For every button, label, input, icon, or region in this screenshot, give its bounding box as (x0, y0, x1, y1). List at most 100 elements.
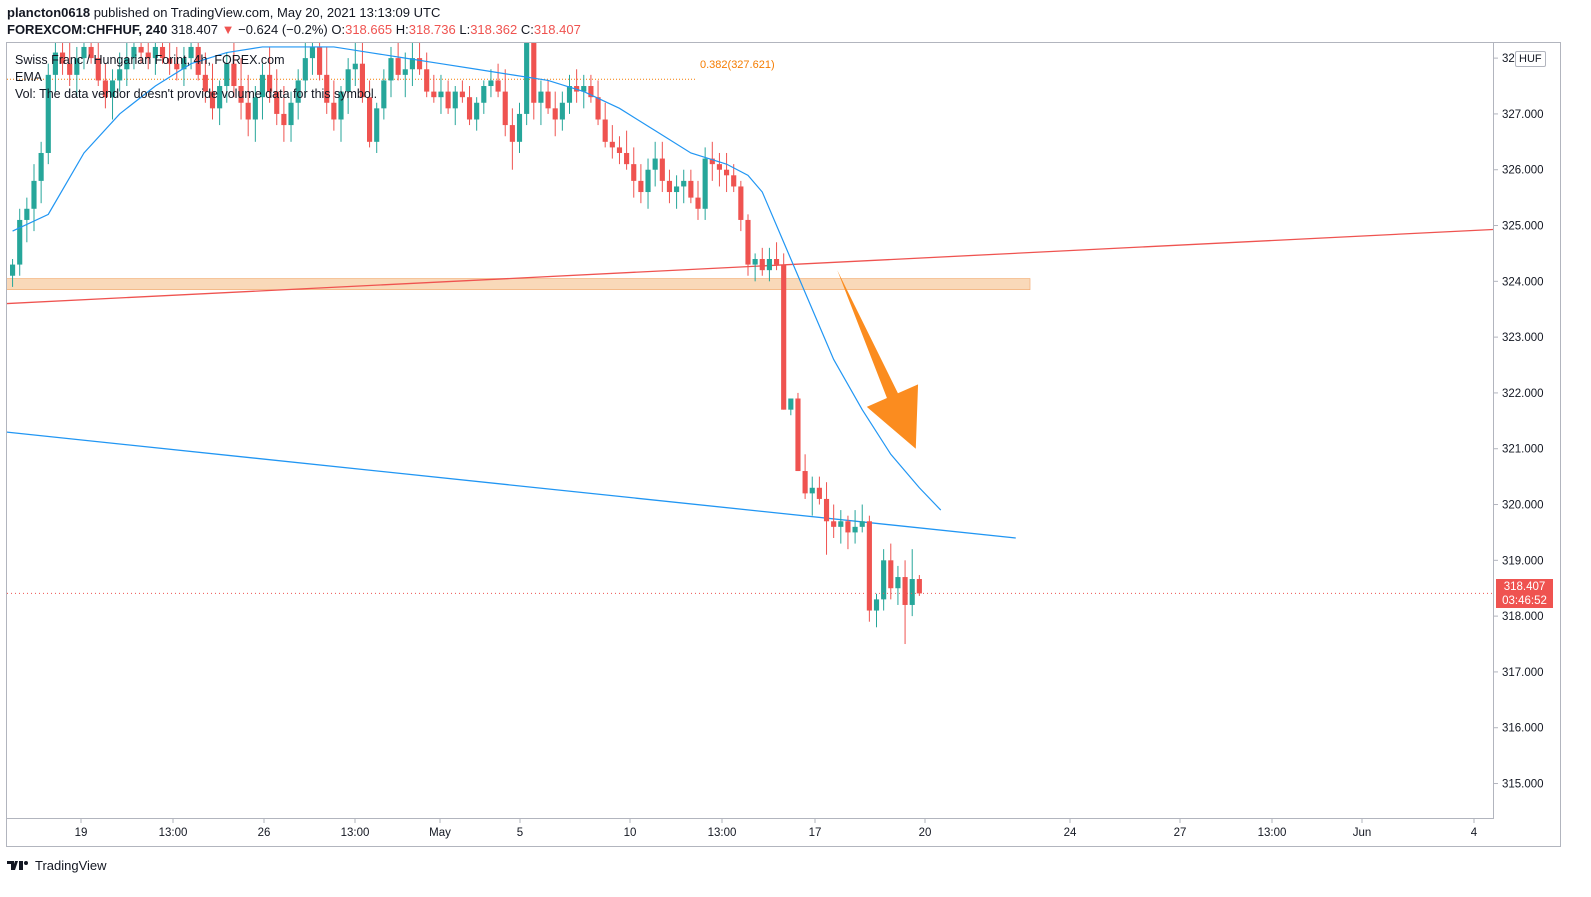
candle-body (681, 180, 687, 187)
chart-pane[interactable] (6, 42, 1494, 819)
candle-body (102, 80, 108, 98)
candle (781, 253, 787, 410)
candle (802, 454, 808, 499)
price-axis-label: 323.000 (1502, 332, 1544, 344)
candle (516, 102, 523, 153)
candle-body (424, 69, 430, 92)
candle (531, 43, 537, 120)
ema-line (12, 46, 942, 511)
candle (552, 91, 558, 137)
candle (845, 515, 851, 550)
time-axis-label: 10 (624, 827, 637, 839)
candle-body (24, 208, 30, 220)
candle (374, 102, 380, 153)
candle (866, 515, 872, 622)
candle (159, 43, 166, 64)
candle (823, 482, 830, 555)
candle (331, 80, 337, 131)
time-axis[interactable]: 19 13:00 26 13:00 May 5 10 13:00 17 20 24 27 13:00 Ju… (6, 819, 1494, 847)
candle (17, 208, 23, 276)
candle-body (324, 74, 330, 103)
candle (338, 86, 344, 142)
candle-body (845, 521, 851, 533)
candle (466, 86, 473, 126)
chart-legend: Swiss Franc / Hungarian Forint, 4h, FORE… (15, 52, 377, 103)
candle-body (502, 91, 508, 126)
candle-body (159, 46, 166, 59)
price-plot[interactable] (7, 43, 1494, 819)
candle-body (288, 102, 294, 126)
price-axis-label: 322.000 (1502, 388, 1544, 400)
candle (59, 43, 66, 75)
candle (352, 43, 358, 87)
time-axis-label: Jun (1353, 827, 1372, 839)
candle-body (188, 46, 194, 59)
candle (24, 197, 30, 243)
candle-body (338, 91, 344, 120)
candle-body (781, 264, 787, 410)
candle-body (117, 69, 123, 81)
legend-volume[interactable]: Vol: The data vendor doesn't provide vol… (15, 87, 378, 101)
candle-body (416, 58, 423, 70)
candle-body (181, 58, 187, 70)
candle-body (716, 164, 722, 170)
brand[interactable]: TradingView (6, 857, 107, 874)
candle (231, 43, 237, 98)
candle-body (281, 113, 287, 126)
candle-body (738, 186, 744, 220)
candle-body (552, 108, 558, 120)
time-axis-label: 13:00 (341, 827, 370, 839)
candle (152, 43, 158, 75)
candle-body (381, 80, 387, 109)
candle (588, 74, 594, 103)
candle (345, 58, 351, 114)
candle-body (823, 498, 830, 522)
candle-body (217, 86, 223, 109)
candle-body (302, 58, 308, 81)
candle (566, 74, 573, 114)
candle-body (709, 158, 715, 165)
publisher-username[interactable]: plancton0618 (7, 5, 91, 20)
change-value: −0.624 (−0.2%) (238, 22, 328, 37)
candle-body (88, 46, 94, 59)
high-value: 318.736 (408, 22, 456, 37)
candle (474, 97, 480, 131)
open-value: 318.665 (345, 22, 393, 37)
candle (124, 43, 130, 87)
legend-ema[interactable]: EMA (15, 70, 43, 84)
candle (816, 476, 822, 505)
candle (852, 510, 858, 544)
candle-body (631, 164, 637, 181)
candle (381, 69, 387, 120)
candle (873, 593, 880, 628)
price-axis-label: 319.000 (1502, 555, 1544, 567)
candle-body (231, 63, 237, 87)
publish-info: published on TradingView.com, May 20, 20… (90, 5, 441, 20)
candle-body (752, 259, 758, 265)
candle-body (452, 91, 458, 109)
candle (724, 152, 730, 193)
candle (31, 164, 37, 232)
candle (681, 169, 687, 204)
candle-body (395, 58, 401, 75)
price-axis-label: 317.000 (1502, 667, 1544, 679)
bar-countdown: 03:46:52 (1502, 595, 1547, 607)
candle (167, 43, 173, 75)
price-axis[interactable]: 315.000 316.000 317.000 318.000 319.000 320.0… (1494, 42, 1561, 819)
candle (888, 543, 894, 600)
candle (709, 141, 715, 181)
time-axis-label: 13:00 (159, 827, 188, 839)
candle-body (645, 169, 651, 193)
candle-body (816, 487, 822, 499)
candle (431, 74, 437, 103)
candle (367, 80, 373, 148)
candle (545, 80, 551, 114)
currency-label[interactable]: HUF (1515, 51, 1546, 67)
time-axis-label: 13:00 (708, 827, 737, 839)
candle-body (773, 259, 780, 265)
candle (666, 169, 673, 204)
candle-body (267, 74, 273, 92)
candle (759, 247, 765, 276)
price-axis-label: 315.000 (1502, 779, 1544, 791)
candle (238, 58, 244, 120)
